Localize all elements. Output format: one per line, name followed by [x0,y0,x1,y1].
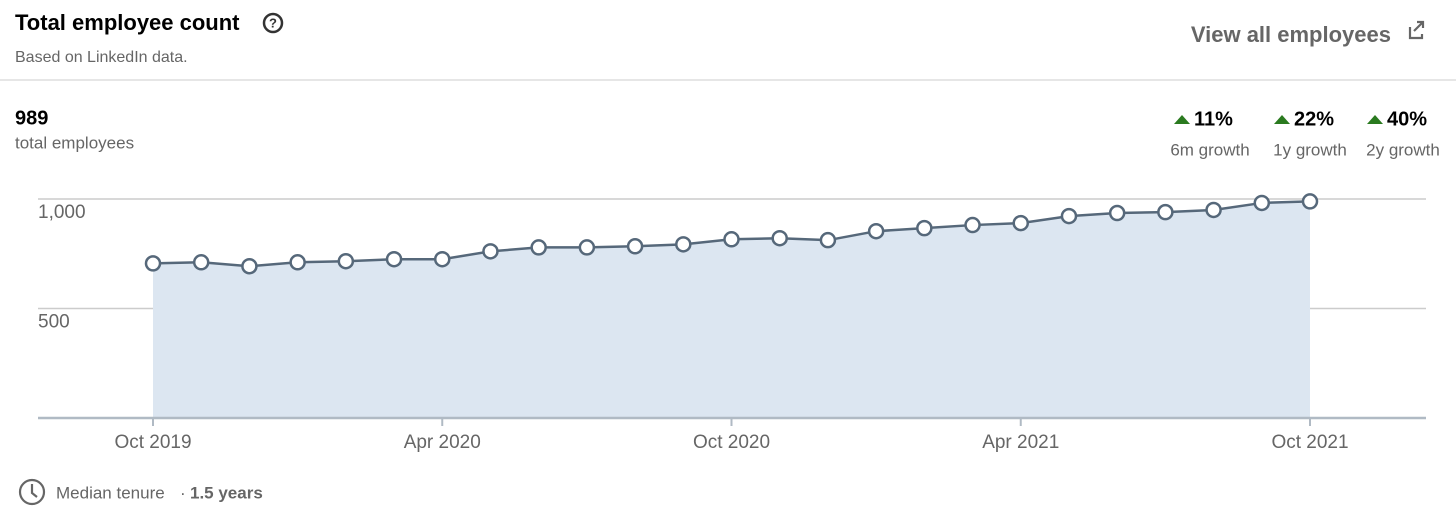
point [241,257,258,275]
growth-label: 1y growth [1273,140,1347,159]
growth-label: 2y growth [1366,140,1440,159]
point [675,236,692,253]
point [337,252,355,270]
point [1253,194,1271,212]
point [626,238,644,255]
separator: · [180,483,186,502]
point [1108,204,1126,222]
point [289,254,306,271]
point [771,229,788,247]
point [482,243,499,260]
subtitle: Based on LinkedIn data. [15,49,188,66]
point [723,231,740,248]
external-icon [1408,20,1425,40]
point [578,239,596,256]
total-count: 989 [15,107,48,129]
point [1301,193,1319,210]
point [1012,214,1029,232]
point [385,250,403,268]
y-tick-label: 1,000 [38,202,86,223]
point [1060,207,1078,225]
growth-value: 22% [1294,108,1334,130]
area [153,201,1310,418]
point [434,250,451,268]
growth-value: 40% [1387,108,1427,130]
point [819,231,837,249]
growth-arrow [1367,115,1383,124]
growth-value: 11% [1194,108,1233,130]
x-tick-label: Oct 2020 [693,432,770,453]
y-tick-label: 500 [38,312,70,333]
x-tick-label: Apr 2021 [982,432,1059,453]
x-tick-label: Oct 2019 [114,432,191,453]
point [1205,201,1222,219]
point [964,216,981,234]
x-tick-label: Apr 2020 [404,432,481,453]
view-all-link[interactable]: View all employees [1191,22,1391,47]
total-label: total employees [15,133,134,152]
point [144,255,162,272]
svg-text:?: ? [269,15,277,30]
point [192,254,210,271]
title: Total employee count [15,10,240,35]
x-tick-label: Oct 2021 [1271,432,1348,453]
tenure-label: Median tenure [56,483,165,502]
growth-arrow [1174,115,1190,124]
clock-icon [18,478,46,506]
point [530,239,547,256]
growth-arrow [1274,115,1290,124]
help-icon[interactable]: ? [262,12,284,34]
growth-label: 6m growth [1170,140,1249,159]
point [1157,203,1174,221]
point [867,222,885,240]
point [916,219,933,237]
tenure-value: 1.5 years [190,483,263,502]
